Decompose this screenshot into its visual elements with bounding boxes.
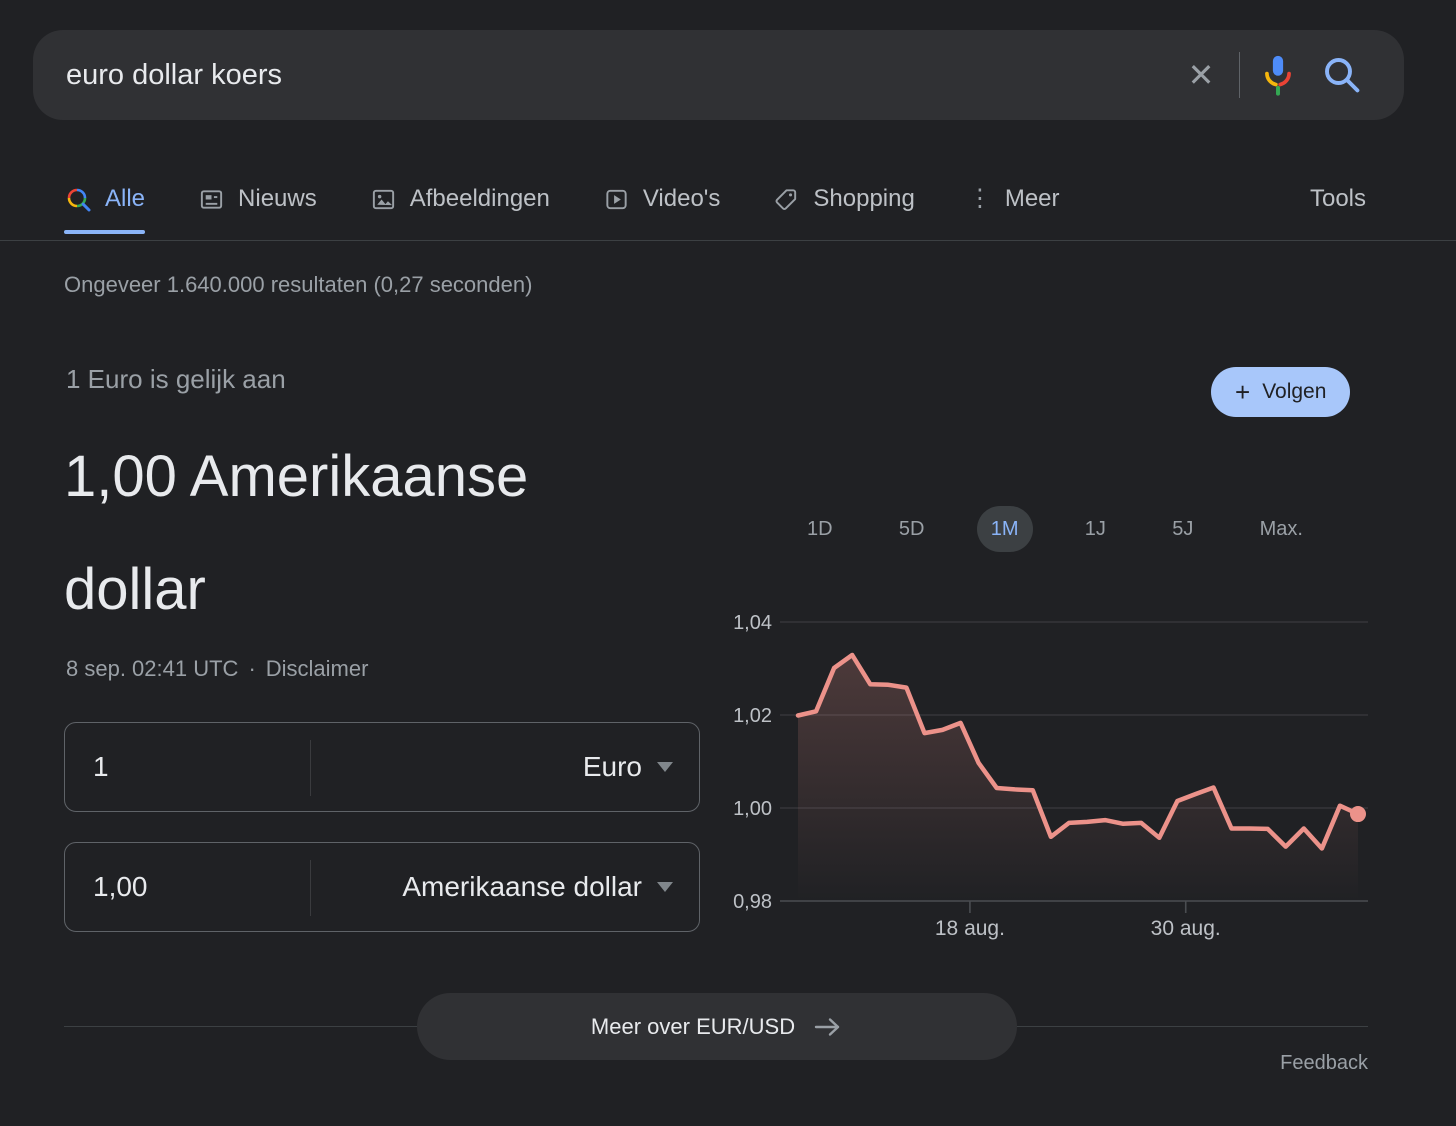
search-bar-divider bbox=[1239, 52, 1240, 98]
exchange-rate-chart[interactable]: 1,04 1,02 1,00 0,98 18 aug. 30 aug. bbox=[718, 600, 1374, 945]
active-tab-underline bbox=[64, 230, 146, 234]
search-icon bbox=[1321, 54, 1363, 96]
clear-search-button[interactable]: ✕ bbox=[1169, 43, 1233, 107]
from-currency-label: Euro bbox=[582, 751, 642, 782]
header-divider bbox=[0, 240, 1456, 241]
close-icon: ✕ bbox=[1187, 57, 1215, 93]
svg-text:18 aug.: 18 aug. bbox=[935, 917, 1005, 940]
colorful-search-icon bbox=[64, 185, 92, 213]
svg-text:0,98: 0,98 bbox=[733, 891, 772, 913]
conversion-subtitle: 1 Euro is gelijk aan bbox=[66, 364, 286, 394]
tab-label: Video's bbox=[642, 185, 721, 212]
tab-meer[interactable]: ⋮ Meer bbox=[968, 168, 1060, 230]
timestamp-row: 8 sep. 02:41 UTC · Disclaimer bbox=[66, 656, 368, 682]
range-button-5d[interactable]: 5D bbox=[885, 506, 939, 552]
range-button-1m[interactable]: 1M bbox=[976, 506, 1033, 552]
follow-label: Volgen bbox=[1262, 380, 1327, 403]
tools-button[interactable]: Tools bbox=[1309, 185, 1366, 212]
range-buttons: 1D 5D 1M 1J 5J Max. bbox=[793, 506, 1317, 552]
tab-alle[interactable]: Alle bbox=[64, 168, 146, 234]
voice-search-button[interactable] bbox=[1246, 43, 1310, 107]
tab-label: Nieuws bbox=[238, 185, 317, 212]
tab-afbeeldingen[interactable]: Afbeeldingen bbox=[370, 168, 550, 230]
from-currency-select[interactable]: Euro bbox=[583, 751, 699, 783]
svg-text:1,02: 1,02 bbox=[733, 705, 772, 727]
results-tab-bar: Alle Nieuws Afbeeldingen bbox=[64, 168, 1392, 234]
tab-nieuws[interactable]: Nieuws bbox=[198, 168, 317, 230]
search-bar-actions: ✕ bbox=[1169, 43, 1404, 107]
range-button-max[interactable]: Max. bbox=[1246, 506, 1317, 552]
from-currency-box: 1 Euro bbox=[64, 722, 700, 812]
plus-icon: + bbox=[1235, 377, 1251, 407]
tab-label: Meer bbox=[1004, 185, 1060, 212]
search-submit-button[interactable] bbox=[1310, 43, 1374, 107]
result-stats: Ongeveer 1.640.000 resultaten (0,27 seco… bbox=[64, 272, 533, 297]
to-amount-input[interactable]: 1,00 bbox=[93, 871, 148, 902]
feedback-link[interactable]: Feedback bbox=[1280, 1052, 1368, 1074]
tab-shopping[interactable]: Shopping bbox=[773, 168, 915, 230]
more-dots-icon: ⋮ bbox=[967, 185, 992, 212]
from-amount-input[interactable]: 1 bbox=[93, 751, 109, 782]
follow-button[interactable]: + Volgen bbox=[1211, 367, 1351, 417]
svg-text:1,04: 1,04 bbox=[733, 612, 772, 634]
search-input[interactable]: euro dollar koers bbox=[66, 58, 282, 91]
range-button-1d[interactable]: 1D bbox=[793, 506, 847, 552]
timestamp: 8 sep. 02:41 UTC bbox=[66, 656, 239, 681]
range-button-1j[interactable]: 1J bbox=[1071, 506, 1120, 552]
arrow-right-icon bbox=[813, 1016, 843, 1038]
tab-label: Shopping bbox=[813, 185, 915, 212]
search-bar: euro dollar koers ✕ bbox=[33, 30, 1404, 120]
svg-text:30 aug.: 30 aug. bbox=[1151, 917, 1221, 940]
chevron-down-icon bbox=[657, 762, 673, 772]
conversion-result: 1,00 Amerikaanse dollar bbox=[64, 444, 529, 622]
images-icon bbox=[370, 186, 397, 213]
tab-label: Afbeeldingen bbox=[409, 185, 550, 212]
tab-label: Alle bbox=[105, 185, 146, 212]
to-currency-box: 1,00 Amerikaanse dollar bbox=[64, 842, 700, 932]
disclaimer-link[interactable]: Disclaimer bbox=[265, 656, 369, 681]
input-divider bbox=[310, 860, 311, 916]
input-divider bbox=[310, 740, 311, 796]
more-about-label: Meer over EUR/USD bbox=[590, 1013, 796, 1039]
microphone-icon bbox=[1258, 53, 1298, 97]
chevron-down-icon bbox=[657, 882, 673, 892]
more-about-button[interactable]: Meer over EUR/USD bbox=[417, 993, 1017, 1060]
shopping-tag-icon bbox=[773, 186, 800, 213]
tab-videos[interactable]: Video's bbox=[603, 168, 721, 230]
news-icon bbox=[198, 186, 225, 213]
to-currency-select[interactable]: Amerikaanse dollar bbox=[402, 871, 699, 903]
separator-dot: · bbox=[248, 656, 256, 681]
video-icon bbox=[603, 186, 630, 213]
to-currency-label: Amerikaanse dollar bbox=[402, 871, 642, 902]
range-button-5j[interactable]: 5J bbox=[1158, 506, 1207, 552]
svg-text:1,00: 1,00 bbox=[733, 798, 772, 820]
